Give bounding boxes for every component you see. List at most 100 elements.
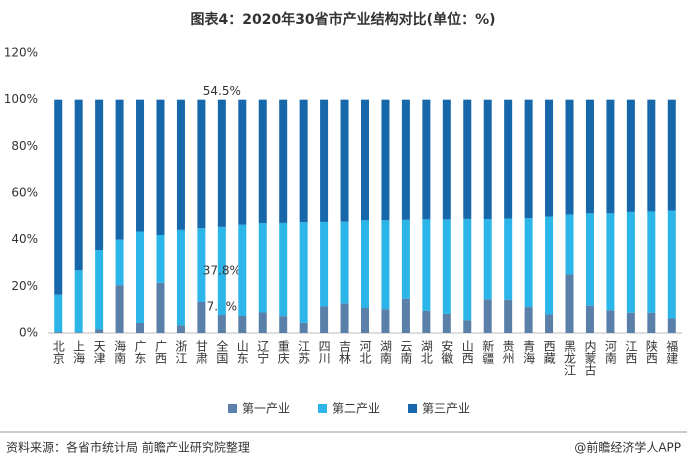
bar-segment	[606, 213, 615, 311]
legend-label: 第一产业	[242, 402, 290, 416]
bar-segment	[667, 99, 676, 211]
bar-segment	[667, 210, 676, 319]
bar-segment	[197, 301, 206, 333]
bar-segment	[361, 99, 369, 221]
x-tick-label: 青海	[522, 340, 536, 364]
bar-segment	[299, 99, 308, 223]
bar-segment	[442, 313, 451, 333]
y-tick-label: 20%	[11, 279, 38, 293]
y-tick-label: 100%	[4, 92, 38, 106]
bar-segment	[74, 270, 83, 333]
legend-swatch	[408, 404, 417, 413]
bar-segment	[381, 309, 390, 333]
bar-segment	[565, 274, 574, 333]
x-tick-label: 江西	[624, 340, 638, 364]
x-tick-label: 江苏	[297, 340, 311, 364]
bar-segment	[647, 99, 656, 212]
bar-segment	[524, 99, 533, 219]
bar-segment	[545, 99, 554, 217]
bar-segment	[381, 220, 390, 310]
chart-title: 图表4：2020年30省市产业结构对比(单位：%)	[190, 11, 495, 28]
x-tick-label: 陕西	[644, 339, 658, 364]
bar-segment	[74, 332, 83, 333]
y-tick-label: 40%	[11, 232, 38, 246]
legend-swatch	[228, 404, 237, 413]
legend-label: 第三产业	[422, 402, 470, 416]
x-tick-label: 四川	[317, 340, 331, 364]
bar-segment	[115, 239, 124, 286]
bar-segment	[504, 99, 513, 219]
bar-segment	[585, 213, 594, 306]
bar-segment	[422, 310, 431, 333]
bar-segment	[545, 314, 554, 333]
bar-segment	[422, 99, 431, 220]
x-tick-label: 广东	[133, 340, 147, 364]
bar-segment	[524, 218, 533, 308]
bar-segment	[626, 211, 635, 313]
bar-segment	[238, 99, 247, 225]
bar-segment	[565, 99, 574, 215]
bar-segment	[136, 99, 145, 232]
x-tick-label: 辽宁	[256, 340, 270, 364]
bar-segment	[463, 218, 472, 321]
bar-segment	[238, 315, 247, 333]
bar-segment	[95, 99, 104, 251]
bar-segment	[585, 99, 594, 214]
bar-segment	[422, 219, 431, 311]
y-tick-label: 60%	[11, 186, 38, 200]
legend-label: 第二产业	[332, 402, 380, 416]
x-tick-label: 河北	[358, 340, 372, 365]
bar-segment	[320, 306, 329, 333]
bar-segment	[483, 219, 492, 300]
x-tick-label: 内蒙古	[583, 340, 597, 376]
bar-segment	[361, 220, 369, 309]
bar-segment	[320, 99, 329, 222]
bar-segment	[136, 322, 145, 333]
x-tick-label: 新疆	[481, 339, 495, 364]
x-tick-label: 山西	[460, 340, 474, 364]
bar-segment	[54, 294, 63, 333]
bar-segment	[483, 99, 492, 220]
bar-segment	[217, 99, 226, 227]
credit: @前瞻经济学人APP	[574, 440, 681, 455]
x-tick-label: 西藏	[542, 340, 556, 365]
bar-segment	[504, 218, 513, 300]
bar-segment	[361, 308, 369, 333]
bar-segment	[442, 219, 451, 314]
bar-segment	[483, 299, 492, 333]
value-label: 37.8%	[203, 263, 241, 277]
bar-segment	[115, 99, 124, 240]
x-tick-label: 重庆	[276, 340, 290, 364]
bar-segment	[279, 316, 288, 333]
bar-segment	[176, 229, 185, 326]
x-tick-label: 北京	[51, 340, 65, 365]
bar-segment	[279, 99, 288, 223]
x-tick-label: 天津	[92, 340, 106, 364]
bar-segment	[401, 99, 410, 220]
x-tick-label: 云南	[399, 340, 413, 364]
bar-segment	[442, 99, 451, 220]
bar-segment	[95, 250, 104, 330]
bar-segment	[401, 219, 410, 299]
x-tick-label: 吉林	[338, 340, 352, 364]
bar-segment	[524, 307, 533, 333]
x-tick-label: 甘肃	[194, 340, 208, 365]
bar-segment	[156, 282, 165, 333]
x-tick-label: 贵州	[501, 340, 515, 364]
x-tick-label: 安徽	[440, 339, 454, 364]
x-tick-label: 全国	[215, 339, 229, 364]
x-tick-label: 湖南	[378, 339, 392, 364]
x-tick-label: 湖北	[419, 339, 433, 365]
bar-segment	[258, 223, 267, 313]
bar-segment	[606, 310, 615, 333]
source: 资料来源：各省市统计局 前瞻产业研究院整理	[6, 440, 250, 455]
bar-segment	[136, 231, 145, 323]
bar-segment	[197, 228, 206, 302]
bar-segment	[606, 99, 615, 214]
bar-segment	[74, 99, 83, 271]
bar-segment	[463, 320, 472, 333]
bar-segment	[156, 235, 165, 283]
y-tick-label: 0%	[19, 326, 38, 340]
bar-segment	[585, 305, 594, 333]
